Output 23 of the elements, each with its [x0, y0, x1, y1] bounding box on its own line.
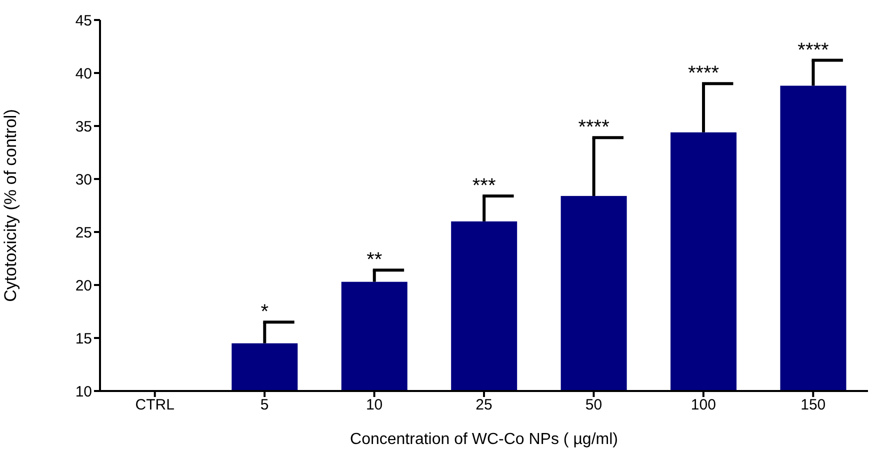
y-tick-label: 35 [75, 118, 92, 136]
annotation: * [260, 301, 269, 324]
y-tick-label: 10 [75, 383, 92, 400]
y-tick-label: 40 [75, 65, 92, 82]
x-tick-label: 25 [476, 396, 492, 414]
x-axis-title: Concentration of WC-Co NPs ( µg/ml) [350, 431, 618, 448]
x-tick-label: 150 [800, 396, 826, 414]
y-tick-label: 15 [75, 330, 92, 348]
annotation: **** [688, 62, 720, 85]
x-tick-label: 5 [260, 396, 269, 414]
annotation: *** [472, 174, 496, 197]
x-tick-label: CTRL [135, 396, 174, 414]
annotation: **** [798, 39, 830, 62]
y-tick-label: 45 [75, 12, 92, 30]
annotation: ** [366, 249, 382, 272]
x-tick-label: 100 [690, 396, 716, 414]
y-axis-title: Cytotoxicity (% of control) [1, 109, 20, 302]
y-tick-label: 20 [75, 277, 92, 294]
annotation: **** [578, 116, 610, 139]
y-tick-label: 30 [75, 171, 92, 188]
x-tick-label: 10 [366, 396, 383, 414]
y-tick-label: 25 [75, 224, 92, 242]
x-tick-label: 50 [585, 396, 602, 414]
